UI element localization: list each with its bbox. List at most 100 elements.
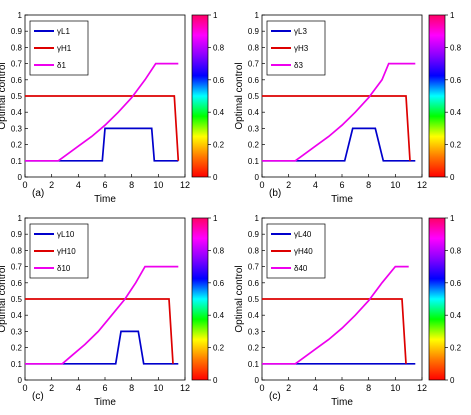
y-axis-label: Optimal control — [234, 265, 245, 332]
y-tick-label: 0 — [255, 173, 260, 182]
colorbar-tick-label: 1 — [213, 11, 218, 20]
x-tick-label: 8 — [366, 180, 371, 190]
colorbar-tick-label: 0.2 — [213, 141, 225, 150]
y-tick-label: 1 — [255, 11, 260, 20]
x-tick-label: 2 — [286, 383, 291, 393]
colorbar-tick-label: 0.8 — [450, 246, 462, 255]
y-tick-label: 0.2 — [248, 344, 260, 353]
colorbar-tick-label: 0.4 — [213, 311, 225, 320]
legend-label: γH3 — [294, 44, 309, 53]
y-tick-label: 0.5 — [11, 92, 23, 101]
series-line-gamma_H — [25, 298, 174, 364]
x-tick-label: 0 — [22, 383, 27, 393]
series-line-delta — [25, 265, 179, 365]
y-tick-label: 0.2 — [11, 344, 23, 353]
x-tick-label: 10 — [153, 180, 163, 190]
x-tick-label: 2 — [49, 383, 54, 393]
colorbar — [191, 14, 209, 178]
panel-label: (b) — [269, 188, 281, 199]
colorbar-tick-label: 0.8 — [213, 43, 225, 52]
y-tick-label: 0.8 — [248, 246, 260, 255]
y-tick-label: 0.3 — [11, 327, 23, 336]
legend-label: γL3 — [294, 27, 307, 36]
colorbar-tick-label: 0.4 — [450, 311, 462, 320]
colorbar — [428, 14, 446, 178]
x-axis-label: Time — [331, 194, 353, 205]
x-tick-label: 10 — [153, 383, 163, 393]
panel-label: (c) — [269, 391, 281, 402]
colorbar-tick-label: 0.6 — [450, 76, 462, 85]
y-tick-label: 0.1 — [248, 157, 260, 166]
y-tick-label: 0.4 — [248, 311, 260, 320]
colorbar-tick-label: 0 — [450, 173, 455, 182]
y-tick-label: 0.7 — [11, 60, 23, 69]
y-tick-label: 0.9 — [11, 230, 23, 239]
colorbar-tick-label: 0 — [450, 376, 455, 385]
series-line-gamma_H — [262, 298, 407, 364]
legend-label: γL40 — [294, 230, 312, 239]
y-tick-label: 0.9 — [11, 27, 23, 36]
y-tick-label: 0.6 — [11, 279, 23, 288]
panel-2: 0 2 4 6 8 10 1200.10.20.30.40.50.60.70.80.91Ti… — [234, 11, 462, 205]
colorbar-tick-label: 0.6 — [213, 279, 225, 288]
legend-label: γH40 — [294, 247, 313, 256]
y-axis-label: Optimal control — [234, 62, 245, 129]
colorbar-tick-label: 0.8 — [213, 246, 225, 255]
y-tick-label: 1 — [18, 11, 23, 20]
legend-label: γH10 — [57, 247, 76, 256]
y-tick-label: 0.1 — [248, 360, 260, 369]
y-tick-label: 0.7 — [248, 263, 260, 272]
x-tick-label: 8 — [129, 383, 134, 393]
y-tick-label: 0.7 — [11, 263, 23, 272]
x-tick-label: 2 — [49, 180, 54, 190]
colorbar-tick-label: 0.2 — [213, 344, 225, 353]
legend-label: δ3 — [294, 61, 303, 70]
colorbar-tick-label: 0.2 — [450, 141, 462, 150]
colorbar — [428, 217, 446, 381]
colorbar-tick-label: 0.6 — [450, 279, 462, 288]
x-axis-label: Time — [94, 194, 116, 205]
x-tick-label: 4 — [76, 383, 81, 393]
panel-3: 0 2 4 6 8 10 1200.10.20.30.40.50.60.70.80.91Ti… — [0, 214, 225, 408]
y-tick-label: 0.6 — [248, 279, 260, 288]
legend-label: γL10 — [57, 230, 75, 239]
y-tick-label: 0.4 — [11, 311, 23, 320]
colorbar-tick-label: 0.4 — [213, 108, 225, 117]
colorbar-tick-label: 1 — [450, 214, 455, 223]
series-line-gamma_H — [262, 95, 411, 161]
x-tick-label: 12 — [180, 180, 190, 190]
y-tick-label: 0.8 — [11, 246, 23, 255]
y-axis-label: Optimal control — [0, 265, 8, 332]
colorbar-tick-label: 0.6 — [213, 76, 225, 85]
legend-label: δ40 — [294, 264, 308, 273]
x-tick-label: 0 — [22, 180, 27, 190]
x-tick-label: 4 — [76, 180, 81, 190]
panel-1: 0 2 4 6 8 10 1200.10.20.30.40.50.60.70.80.91Ti… — [0, 11, 225, 205]
panel-4: 0 2 4 6 8 10 1200.10.20.30.40.50.60.70.80.91Ti… — [234, 214, 462, 408]
x-tick-label: 12 — [180, 383, 190, 393]
x-tick-label: 0 — [259, 180, 264, 190]
y-tick-label: 0.2 — [11, 141, 23, 150]
colorbar-tick-label: 0.8 — [450, 43, 462, 52]
y-tick-label: 0.5 — [248, 295, 260, 304]
series-line-delta — [262, 62, 416, 162]
colorbar-tick-label: 0 — [213, 173, 218, 182]
colorbar — [191, 217, 209, 381]
series-line-gamma_L — [262, 127, 416, 162]
x-tick-label: 2 — [286, 180, 291, 190]
y-tick-label: 0 — [255, 376, 260, 385]
x-tick-label: 12 — [417, 383, 427, 393]
y-tick-label: 0.7 — [248, 60, 260, 69]
series-line-gamma_H — [25, 95, 180, 161]
y-tick-label: 0.3 — [248, 327, 260, 336]
panel-label: (a) — [32, 188, 44, 199]
colorbar-tick-label: 0.4 — [450, 108, 462, 117]
y-tick-label: 0.4 — [11, 108, 23, 117]
x-tick-label: 10 — [390, 180, 400, 190]
y-tick-label: 0.5 — [248, 92, 260, 101]
legend-label: γL1 — [57, 27, 70, 36]
colorbar-tick-label: 1 — [450, 11, 455, 20]
y-tick-label: 0.8 — [11, 43, 23, 52]
y-tick-label: 0 — [18, 173, 23, 182]
x-tick-label: 6 — [102, 383, 107, 393]
